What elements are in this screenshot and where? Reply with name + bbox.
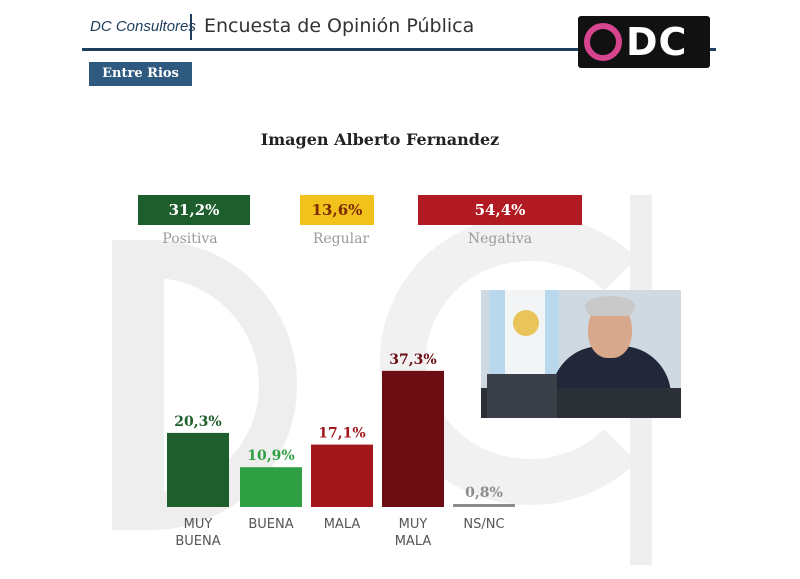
summary-regular-value: 13,6% bbox=[300, 195, 374, 225]
survey-title: Encuesta de Opinión Pública bbox=[204, 15, 475, 37]
category-label-1-0: BUENA bbox=[248, 517, 293, 532]
bar-value-label-4: 0,8% bbox=[465, 485, 503, 501]
bar-4 bbox=[453, 504, 515, 507]
logo-circle-icon bbox=[584, 23, 622, 61]
bar-0 bbox=[167, 432, 229, 507]
logo-text: DC bbox=[626, 20, 688, 64]
category-label-4-0: NS/NC bbox=[463, 517, 504, 532]
odc-logo: DC bbox=[578, 16, 710, 68]
bar-value-label-2: 17,1% bbox=[318, 426, 365, 442]
summary-negativa-value: 54,4% bbox=[418, 195, 582, 225]
politician-photo bbox=[481, 290, 681, 418]
summary-positiva-value: 31,2% bbox=[138, 195, 250, 225]
photo-hair bbox=[585, 296, 635, 316]
bar-3 bbox=[382, 370, 444, 507]
header-separator bbox=[190, 14, 192, 40]
category-label-2-0: MALA bbox=[324, 517, 361, 532]
bar-value-label-3: 37,3% bbox=[389, 352, 436, 368]
brand-name: DC Consultores bbox=[90, 18, 196, 35]
bar-2 bbox=[311, 444, 373, 507]
category-label-3-0: MUY bbox=[399, 517, 428, 532]
category-label-0-0: MUY bbox=[184, 517, 213, 532]
chart-title: Imagen Alberto Fernandez bbox=[260, 130, 500, 149]
bar-value-label-0: 20,3% bbox=[174, 414, 221, 430]
flag-sun-icon bbox=[513, 310, 539, 336]
bar-1 bbox=[240, 467, 302, 507]
region-badge: Entre Rios bbox=[89, 62, 192, 86]
flag-white bbox=[505, 290, 545, 385]
summary-negativa-label: Negativa bbox=[467, 231, 533, 247]
photo-screen bbox=[487, 374, 557, 418]
summary-positiva-label: Positiva bbox=[162, 231, 218, 247]
header: DC Consultores Encuesta de Opinión Públi… bbox=[82, 8, 716, 51]
category-label-3-1: MALA bbox=[395, 534, 432, 549]
bar-value-label-1: 10,9% bbox=[247, 448, 294, 464]
category-label-0-1: BUENA bbox=[175, 534, 220, 549]
summary-regular-label: Regular bbox=[312, 231, 370, 247]
